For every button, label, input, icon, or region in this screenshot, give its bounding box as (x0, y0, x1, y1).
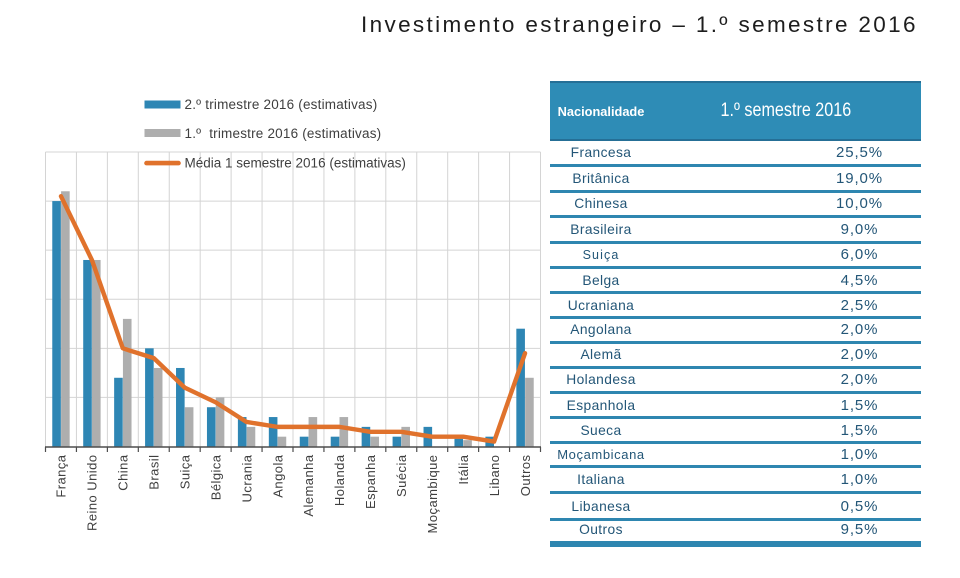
svg-text:China: China (116, 454, 131, 491)
svg-text:Ucrania: Ucrania (239, 454, 254, 502)
svg-text:Espanha: Espanha (363, 454, 378, 509)
svg-text:Angola: Angola (270, 454, 285, 497)
svg-text:Média 1 semestre 2016 (estimat: Média 1 semestre 2016 (estimativas) (185, 156, 406, 171)
svg-text:Itália: Itália (456, 454, 471, 484)
svg-text:Bélgica: Bélgica (208, 454, 223, 500)
svg-text:Reino Unido: Reino Unido (85, 455, 100, 532)
svg-text:Moçambique: Moçambique (425, 455, 440, 534)
svg-text:Suécia: Suécia (394, 454, 409, 497)
svg-text:Suiça: Suiça (177, 454, 192, 489)
svg-text:Libano: Libano (487, 455, 502, 497)
svg-text:2.º trimestre 2016 (estimativa: 2.º trimestre 2016 (estimativas) (185, 97, 378, 112)
svg-text:França: França (54, 454, 69, 497)
svg-text:Holanda: Holanda (332, 454, 347, 506)
svg-text:1.º trimestre 2016 (estimativ: 1.º trimestre 2016 (estimativas) (185, 126, 382, 141)
svg-text:Outros: Outros (518, 454, 533, 496)
svg-text:Brasil: Brasil (147, 455, 162, 490)
svg-text:Alemanha: Alemanha (301, 454, 316, 516)
